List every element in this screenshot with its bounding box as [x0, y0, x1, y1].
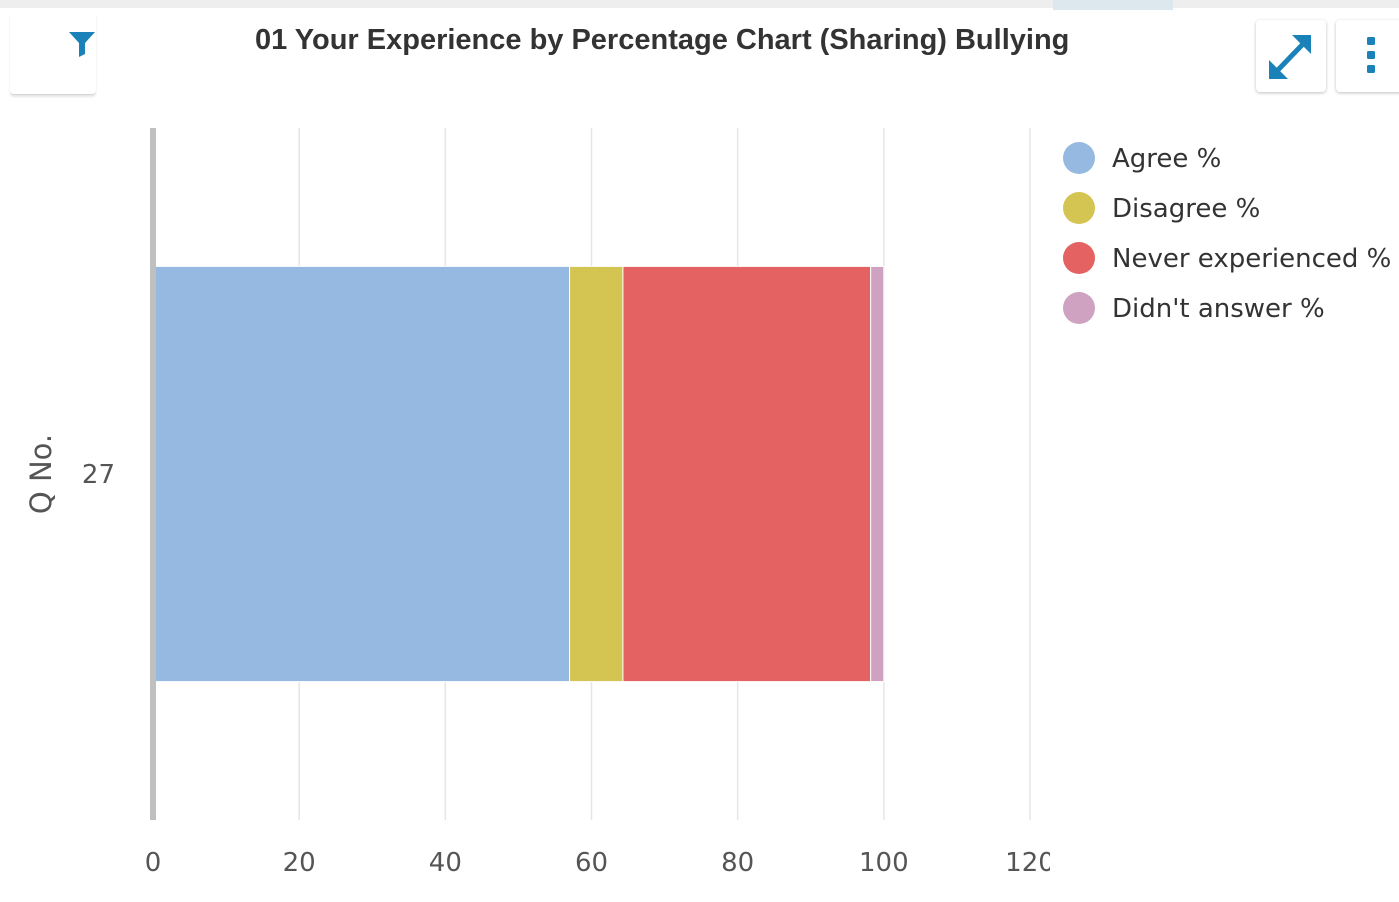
more-options-button[interactable]: [1336, 20, 1399, 92]
y-axis-title: Q No.: [24, 434, 58, 514]
expand-icon: [1269, 35, 1311, 79]
legend-swatch: [1063, 192, 1095, 224]
x-tick-label-0: 0: [145, 848, 162, 878]
legend-label: Didn't answer %: [1112, 294, 1325, 324]
legend-label: Agree %: [1112, 144, 1222, 174]
bar-chart: 27 0 20 40 60 80 100 120 Q No.: [24, 128, 1050, 878]
legend-swatch: [1063, 292, 1095, 324]
bar-segment-3: [622, 265, 872, 683]
x-tick-label-100: 100: [859, 848, 909, 878]
top-strip-accent: [1053, 0, 1173, 10]
legend-swatch: [1063, 142, 1095, 174]
x-tick-label-120: 120: [1005, 848, 1050, 878]
chart-title: 01 Your Experience by Percentage Chart (…: [255, 24, 1070, 56]
filter-icon: [10, 14, 96, 94]
filter-button[interactable]: [10, 14, 96, 95]
category-label: 27: [82, 460, 115, 490]
legend-swatch: [1063, 242, 1095, 274]
legend-label: Never experienced %: [1112, 244, 1392, 274]
x-tick-label-80: 80: [721, 848, 754, 878]
x-tick-label-20: 20: [283, 848, 316, 878]
x-tick-label-40: 40: [429, 848, 462, 878]
bar-segment-2: [569, 265, 624, 683]
bar-segment-4: [870, 265, 885, 683]
expand-button[interactable]: [1256, 20, 1326, 92]
bar-segment-1: [152, 265, 571, 683]
top-strip: [0, 0, 1399, 8]
legend-label: Disagree %: [1112, 194, 1261, 224]
more-vertical-icon: [1367, 37, 1375, 73]
x-tick-label-60: 60: [575, 848, 608, 878]
